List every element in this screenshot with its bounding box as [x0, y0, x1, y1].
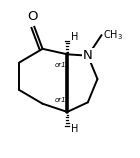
- Text: H: H: [71, 124, 79, 134]
- Text: H: H: [71, 32, 79, 42]
- Text: O: O: [28, 10, 38, 23]
- Text: or1: or1: [54, 62, 66, 68]
- Text: CH$_3$: CH$_3$: [103, 28, 123, 42]
- Text: or1: or1: [54, 97, 66, 103]
- Text: N: N: [83, 49, 93, 62]
